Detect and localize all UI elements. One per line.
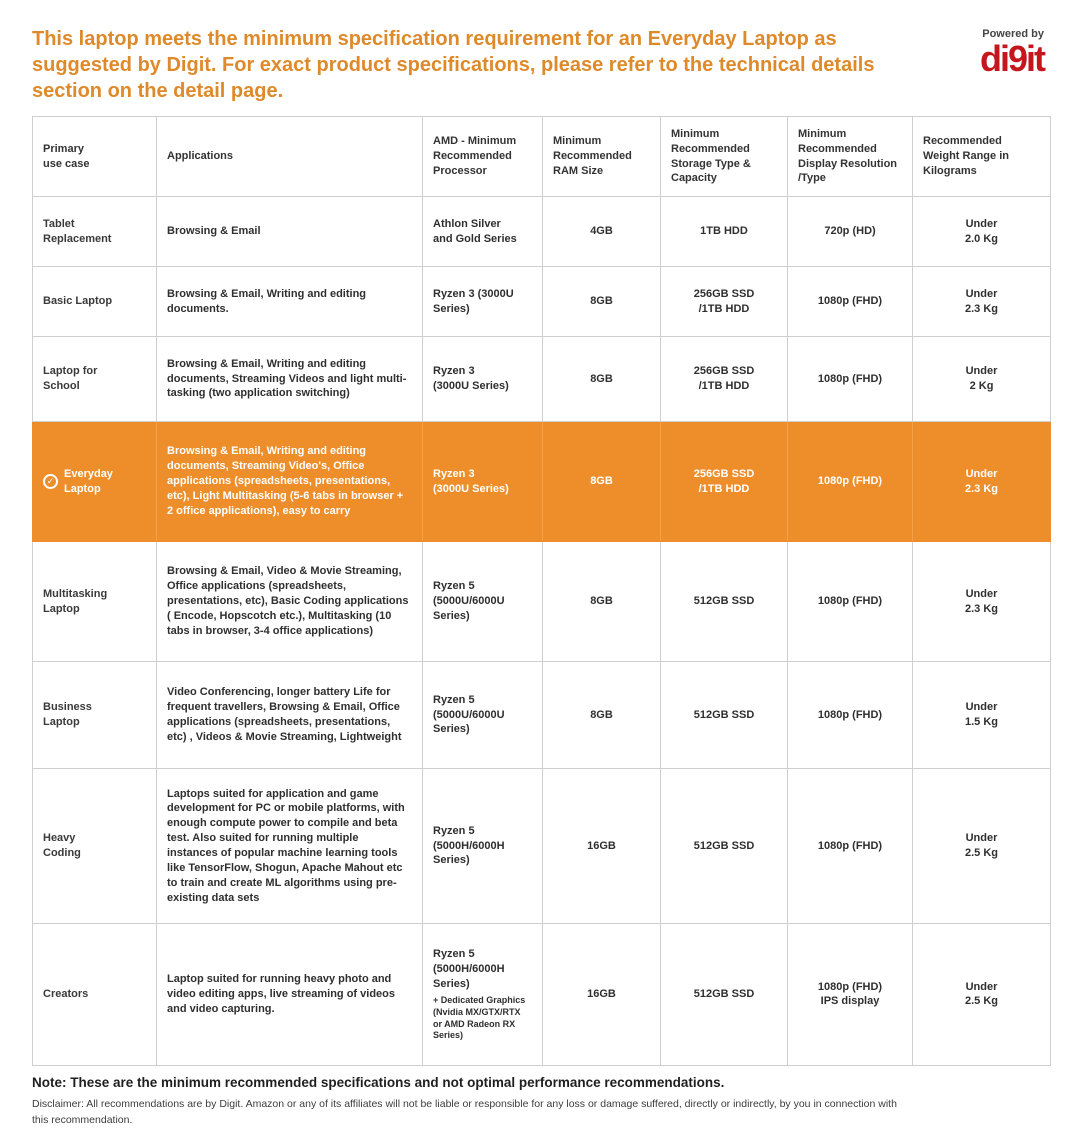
cell-storage: 512GB SSD [660,541,788,662]
cell-use-case: Basic Laptop [32,266,157,337]
cell-applications: Browsing & Email, Writing and editing do… [156,266,423,337]
check-circle-icon: ✓ [43,474,58,489]
cell-use-case: Laptop for School [32,336,157,422]
footer-section: Note: These are the minimum recommended … [32,1075,1050,1128]
cell-storage: 512GB SSD [660,768,788,924]
cell-storage: 512GB SSD [660,661,788,769]
cell-ram: 8GB [542,661,661,769]
cell-use-case: Multitasking Laptop [32,541,157,662]
cell-processor: Ryzen 3 (3000U Series) [422,266,543,337]
cell-applications: Video Conferencing, longer battery Life … [156,661,423,769]
cell-use-case: Tablet Replacement [32,196,157,267]
cell-display: 1080p (FHD) IPS display [787,923,913,1066]
row-multitasking-laptop: Multitasking Laptop Browsing & Email, Vi… [32,541,1051,662]
note-text: Note: These are the minimum recommended … [32,1074,725,1090]
cell-display: 1080p (FHD) [787,336,913,422]
row-creators: Creators Laptop suited for running heavy… [32,923,1051,1066]
brand-block: Powered by di9it [980,28,1050,77]
cell-ram: 8GB [542,541,661,662]
row-business-laptop: Business Laptop Video Conferencing, long… [32,661,1051,769]
cell-use-case: ✓ Everyday Laptop [32,421,157,542]
cell-use-case: Heavy Coding [32,768,157,924]
col-header-storage: Minimum Recommended Storage Type & Capac… [660,116,788,197]
cell-display: 1080p (FHD) [787,541,913,662]
digit-logo: di9it [979,38,1046,79]
cell-display: 1080p (FHD) [787,421,913,542]
cell-weight: Under 2.3 Kg [912,541,1051,662]
col-header-applications: Applications [156,116,423,197]
cell-display: 1080p (FHD) [787,768,913,924]
cell-ram: 8GB [542,336,661,422]
cell-storage: 1TB HDD [660,196,788,267]
row-everyday-laptop-highlighted: ✓ Everyday Laptop Browsing & Email, Writ… [32,421,1051,542]
cell-ram: 4GB [542,196,661,267]
cell-storage: 512GB SSD [660,923,788,1066]
cell-ram: 16GB [542,923,661,1066]
cell-processor: Ryzen 5 (5000H/6000H Series) + Dedicated… [422,923,543,1066]
digit-spec-panel: This laptop meets the minimum specificat… [32,26,1051,1126]
cell-display: 1080p (FHD) [787,266,913,337]
cell-weight: Under 2.5 Kg [912,768,1051,924]
cell-storage: 256GB SSD /1TB HDD [660,421,788,542]
cell-weight: Under 2.5 Kg [912,923,1051,1066]
col-header-ram: Minimum Recommended RAM Size [542,116,661,197]
cell-weight: Under 1.5 Kg [912,661,1051,769]
cell-display: 1080p (FHD) [787,661,913,769]
col-header-use-case: Primary use case [32,116,157,197]
row-basic-laptop: Basic Laptop Browsing & Email, Writing a… [32,266,1051,337]
row-tablet-replacement: Tablet Replacement Browsing & Email Athl… [32,196,1051,267]
row-laptop-for-school: Laptop for School Browsing & Email, Writ… [32,336,1051,422]
cell-ram: 8GB [542,421,661,542]
cell-use-case: Business Laptop [32,661,157,769]
use-case-label: Everyday Laptop [64,467,113,495]
col-header-weight: Recommended Weight Range in Kilograms [912,116,1051,197]
table-header-row: Primary use case Applications AMD - Mini… [32,116,1051,197]
intro-section: This laptop meets the minimum specificat… [32,26,1050,104]
cell-weight: Under 2.3 Kg [912,421,1051,542]
cell-processor: Ryzen 3 (3000U Series) [422,336,543,422]
cell-processor: Ryzen 5 (5000H/6000H Series) [422,768,543,924]
col-header-display: Minimum Recommended Display Resolution /… [787,116,913,197]
cell-applications: Browsing & Email, Writing and editing do… [156,421,423,542]
cell-applications: Browsing & Email, Writing and editing do… [156,336,423,422]
cell-processor: Ryzen 3 (3000U Series) [422,421,543,542]
processor-graphics-note: + Dedicated Graphics (Nvidia MX/GTX/RTX … [433,995,526,1041]
cell-ram: 16GB [542,768,661,924]
cell-processor: Ryzen 5 (5000U/6000U Series) [422,661,543,769]
spec-table: Primary use case Applications AMD - Mini… [32,116,1051,1066]
cell-use-case: Creators [32,923,157,1066]
cell-processor: Athlon Silver and Gold Series [422,196,543,267]
col-header-processor: AMD - Minimum Recommended Processor [422,116,543,197]
disclaimer-text: Disclaimer: All recommendations are by D… [32,1097,897,1126]
cell-display: 720p (HD) [787,196,913,267]
cell-applications: Browsing & Email, Video & Movie Streamin… [156,541,423,662]
row-heavy-coding: Heavy Coding Laptops suited for applicat… [32,768,1051,924]
cell-storage: 256GB SSD /1TB HDD [660,266,788,337]
cell-applications: Browsing & Email [156,196,423,267]
cell-processor: Ryzen 5 (5000U/6000U Series) [422,541,543,662]
powered-by-label: Powered by [982,28,1044,40]
cell-weight: Under 2.0 Kg [912,196,1051,267]
cell-storage: 256GB SSD /1TB HDD [660,336,788,422]
processor-label: Ryzen 5 (5000H/6000H Series) [433,947,505,990]
cell-weight: Under 2 Kg [912,336,1051,422]
cell-ram: 8GB [542,266,661,337]
intro-message: This laptop meets the minimum specificat… [32,28,875,102]
cell-weight: Under 2.3 Kg [912,266,1051,337]
cell-applications: Laptops suited for application and game … [156,768,423,924]
cell-applications: Laptop suited for running heavy photo an… [156,923,423,1066]
